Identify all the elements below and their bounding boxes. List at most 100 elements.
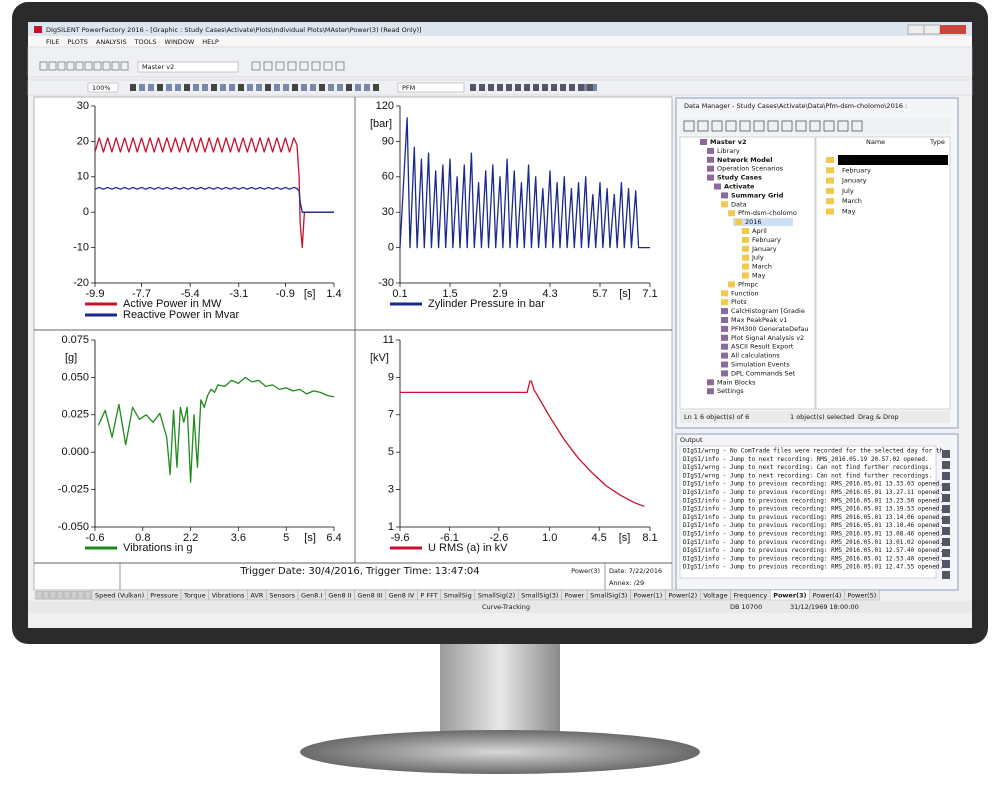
toolbar-icon[interactable] <box>166 84 172 91</box>
toolbar-icon[interactable] <box>274 84 280 91</box>
tree-item[interactable]: DPL Commands Set <box>731 369 796 377</box>
output-tool[interactable] <box>942 505 950 513</box>
menu-item[interactable]: TOOLS <box>134 38 157 46</box>
tree-item[interactable]: 2016 <box>745 218 762 226</box>
toolbar-icon[interactable] <box>256 84 262 91</box>
toolbar-icon[interactable] <box>287 61 297 71</box>
tab-label[interactable]: Gen8 IV <box>389 592 415 600</box>
tab-label[interactable]: Frequency <box>734 592 768 600</box>
toolbar-icon[interactable] <box>591 84 597 91</box>
tab-nav-button[interactable] <box>56 590 64 600</box>
tab-nav-button[interactable] <box>70 590 78 600</box>
format-select[interactable]: PFM <box>402 84 415 92</box>
tree-item[interactable]: Master v2 <box>710 138 746 146</box>
dm-toolbar-icon[interactable] <box>837 120 849 132</box>
toolbar-icon[interactable] <box>66 61 75 71</box>
toolbar-icon[interactable] <box>551 84 557 91</box>
toolbar-icon[interactable] <box>578 84 584 91</box>
menu-item[interactable]: WINDOW <box>165 38 195 46</box>
toolbar-icon[interactable] <box>497 84 503 91</box>
dm-toolbar-icon[interactable] <box>739 120 751 132</box>
tree-item[interactable]: CalcHistogram [Gradie <box>731 307 805 315</box>
tab-label[interactable]: Speed (Vulkan) <box>95 592 144 600</box>
output-tool[interactable] <box>942 538 950 546</box>
tree-item[interactable]: February <box>752 236 781 244</box>
toolbar-icon[interactable] <box>299 61 309 71</box>
tab-nav-button[interactable] <box>42 590 50 600</box>
tree-item[interactable]: Data <box>731 200 747 208</box>
tree-item[interactable]: April <box>752 227 767 235</box>
tab-nav-button[interactable] <box>84 590 92 600</box>
tab-label[interactable]: AVR <box>250 592 263 600</box>
tab-label[interactable]: Sensors <box>269 592 295 600</box>
tree-item[interactable]: Activate <box>724 183 755 191</box>
toolbar-icon[interactable] <box>283 84 289 91</box>
output-tool[interactable] <box>942 461 950 469</box>
tree-item[interactable]: March <box>752 263 772 271</box>
toolbar-icon[interactable] <box>175 84 181 91</box>
dm-toolbar-icon[interactable] <box>809 120 821 132</box>
toolbar-icon[interactable] <box>560 84 566 91</box>
tree-item[interactable]: Network Model <box>717 156 772 164</box>
menu-item[interactable]: ANALYSIS <box>96 38 127 46</box>
toolbar-icon[interactable] <box>130 84 136 91</box>
toolbar-icon[interactable] <box>48 61 57 71</box>
toolbar-icon[interactable] <box>355 84 361 91</box>
toolbar-icon[interactable] <box>39 61 48 71</box>
toolbar-icon[interactable] <box>157 84 163 91</box>
output-tool[interactable] <box>942 472 950 480</box>
dm-toolbar-icon[interactable] <box>851 120 863 132</box>
toolbar-icon[interactable] <box>346 84 352 91</box>
toolbar-icon[interactable] <box>238 84 244 91</box>
tab-label[interactable]: Power(1) <box>633 592 662 600</box>
tab-label[interactable]: SmallSig <box>444 592 472 600</box>
toolbar-icon[interactable] <box>193 84 199 91</box>
menu-item[interactable]: HELP <box>202 38 219 46</box>
tab-label[interactable]: SmallSig(3) <box>521 592 558 600</box>
menu-item[interactable]: PLOTS <box>67 38 88 46</box>
list-item[interactable]: April <box>842 156 857 164</box>
tab-nav-button[interactable] <box>35 590 43 600</box>
tab-nav-button[interactable] <box>63 590 71 600</box>
output-tool[interactable] <box>942 571 950 579</box>
list-item[interactable]: July <box>841 187 854 195</box>
toolbar-icon[interactable] <box>211 84 217 91</box>
tab[interactable] <box>844 589 880 601</box>
dm-toolbar-icon[interactable] <box>725 120 737 132</box>
toolbar-icon[interactable] <box>102 61 111 71</box>
output-tool[interactable] <box>942 483 950 491</box>
tree-item[interactable]: Simulation Events <box>731 361 790 369</box>
tab-label[interactable]: SmallSig(3) <box>590 592 627 600</box>
tab-label[interactable]: Voltage <box>703 592 727 600</box>
tree-item[interactable]: ASCII Result Export <box>731 343 794 351</box>
list-item[interactable]: January <box>841 177 867 185</box>
tree-item[interactable]: Plots <box>731 298 747 306</box>
toolbar-icon[interactable] <box>533 84 539 91</box>
list-item[interactable]: March <box>842 197 862 205</box>
tree-item[interactable]: January <box>751 245 777 253</box>
tree-item[interactable]: Max PeakPeak v1 <box>731 316 787 324</box>
toolbar-icon[interactable] <box>139 84 145 91</box>
zoom-level[interactable]: 100% <box>92 84 111 92</box>
tree-item[interactable]: May <box>752 272 766 280</box>
toolbar-icon[interactable] <box>311 61 321 71</box>
list-item[interactable]: May <box>842 208 856 216</box>
tree-item[interactable]: July <box>751 254 764 262</box>
tree-item[interactable]: Operation Scenarios <box>717 165 784 173</box>
output-tool[interactable] <box>942 494 950 502</box>
dm-toolbar-icon[interactable] <box>767 120 779 132</box>
toolbar-icon[interactable] <box>251 61 261 71</box>
output-tool[interactable] <box>942 516 950 524</box>
list-item[interactable]: February <box>842 166 871 174</box>
dm-toolbar-icon[interactable] <box>711 120 723 132</box>
toolbar-icon[interactable] <box>319 84 325 91</box>
tab-label[interactable]: Power(4) <box>813 592 842 600</box>
toolbar-icon[interactable] <box>310 84 316 91</box>
output-tool[interactable] <box>942 450 950 458</box>
tab-label[interactable]: P FFT <box>420 592 437 600</box>
tree-item[interactable]: Pfm-dsm-cholomo <box>738 209 797 217</box>
tree-item[interactable]: Plot Signal Analysis v2 <box>731 334 804 342</box>
toolbar-icon[interactable] <box>479 84 485 91</box>
toolbar-icon[interactable] <box>524 84 530 91</box>
tab-nav-button[interactable] <box>77 590 85 600</box>
